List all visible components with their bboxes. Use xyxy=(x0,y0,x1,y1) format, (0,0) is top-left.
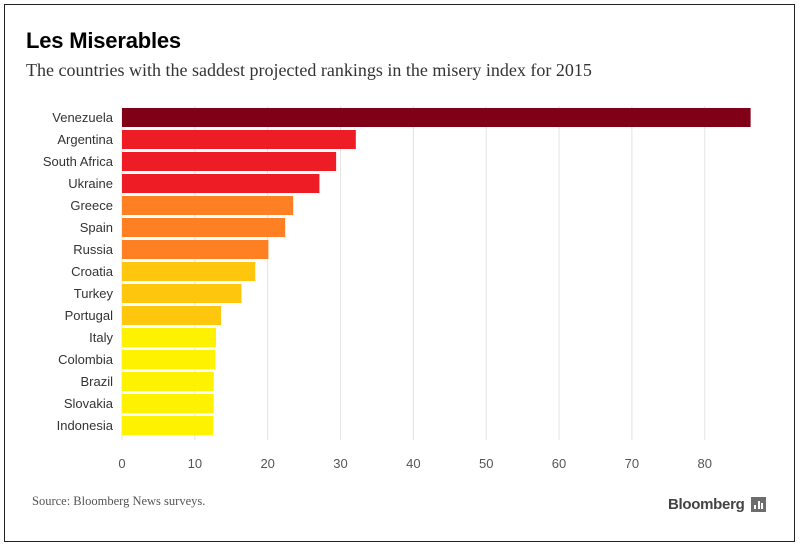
source-note: Source: Bloomberg News surveys. xyxy=(32,494,206,508)
bar-chart-icon xyxy=(751,497,767,512)
bar-italy xyxy=(122,328,216,347)
bar-spain xyxy=(122,218,286,237)
category-label: Ukraine xyxy=(68,176,113,191)
category-label: Brazil xyxy=(80,374,113,389)
bar-russia xyxy=(122,240,269,259)
bar-brazil xyxy=(122,372,214,391)
category-label: Indonesia xyxy=(57,418,114,433)
bar-colombia xyxy=(122,350,216,369)
bar-croatia xyxy=(122,262,256,281)
category-labels: Venezuela Argentina South Africa Ukraine Gre… xyxy=(43,110,114,433)
category-label: Portugal xyxy=(65,308,114,323)
category-label: Venezuela xyxy=(52,110,113,125)
x-tick-label: 40 xyxy=(406,456,420,471)
chart-title: Les Miserables xyxy=(26,28,181,53)
x-tick-label: 60 xyxy=(552,456,566,471)
x-tick-label: 50 xyxy=(479,456,493,471)
bloomberg-logo: Bloomberg xyxy=(668,496,767,513)
category-label: Slovakia xyxy=(64,396,114,411)
bars xyxy=(122,108,751,435)
brand-name: Bloomberg xyxy=(668,496,745,513)
bar-argentina xyxy=(122,130,356,149)
bar-south-africa xyxy=(122,152,337,171)
x-tick-label: 80 xyxy=(697,456,711,471)
bar-portugal xyxy=(122,306,222,325)
bar-venezuela xyxy=(122,108,751,127)
tick-labels: 0 10 20 30 40 50 60 70 80 xyxy=(118,456,712,471)
x-tick-label: 20 xyxy=(260,456,274,471)
category-label: Italy xyxy=(89,330,113,345)
category-label: Spain xyxy=(80,220,113,235)
bar-turkey xyxy=(122,284,242,303)
x-tick-label: 30 xyxy=(333,456,347,471)
category-label: South Africa xyxy=(43,154,114,169)
x-tick-label: 0 xyxy=(118,456,125,471)
category-label: Russia xyxy=(73,242,114,257)
chart-subtitle: The countries with the saddest projected… xyxy=(26,60,592,80)
bar-ukraine xyxy=(122,174,320,193)
x-tick-label: 70 xyxy=(625,456,639,471)
bar-slovakia xyxy=(122,394,214,413)
category-label: Turkey xyxy=(74,286,114,301)
bar-greece xyxy=(122,196,294,215)
category-label: Croatia xyxy=(71,264,114,279)
x-tick-label: 10 xyxy=(188,456,202,471)
category-label: Greece xyxy=(70,198,113,213)
category-label: Colombia xyxy=(58,352,114,367)
bar-indonesia xyxy=(122,416,214,435)
category-label: Argentina xyxy=(57,132,113,147)
